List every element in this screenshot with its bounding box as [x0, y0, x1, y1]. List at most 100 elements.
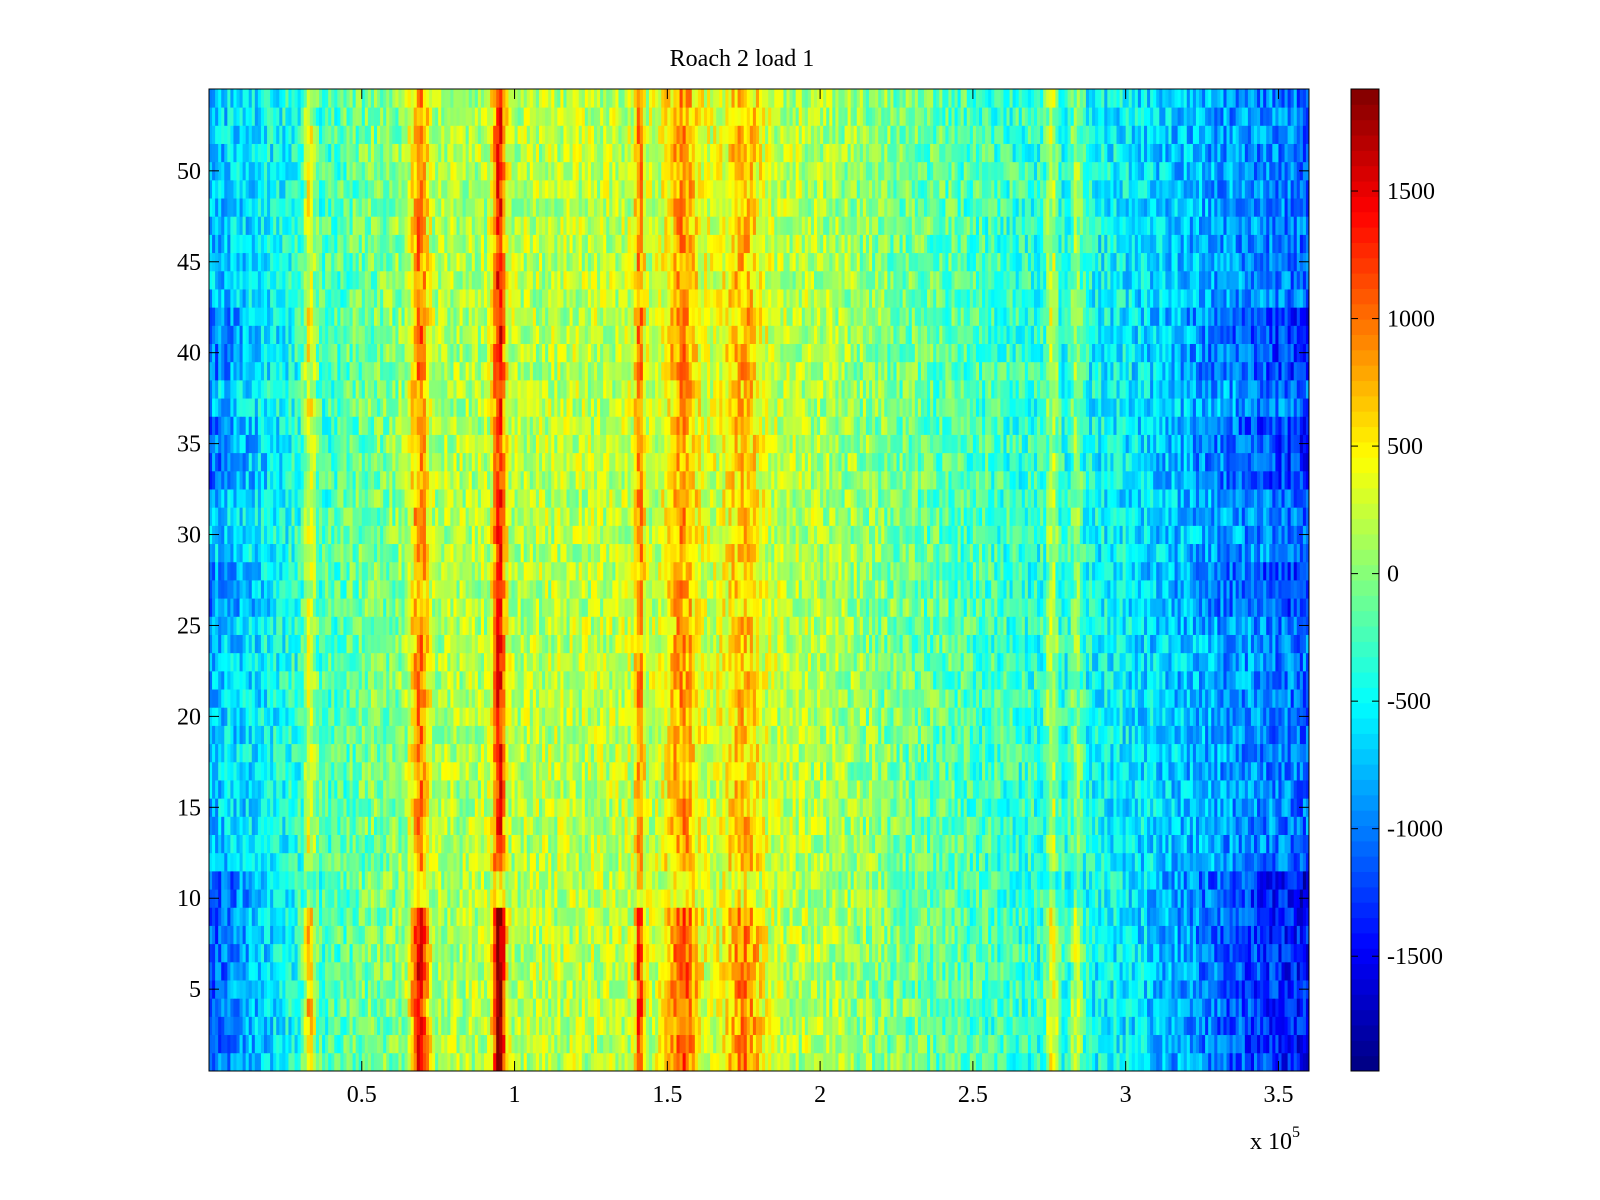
heatmap-cell: [716, 998, 720, 1017]
heatmap-cell: [847, 816, 852, 835]
heatmap-cell: [627, 852, 632, 872]
heatmap-cell: [254, 852, 259, 872]
heatmap-cell: [1061, 816, 1065, 835]
heatmap-cell: [768, 998, 772, 1017]
heatmap-cell: [447, 889, 451, 908]
heatmap-cell: [997, 852, 1001, 872]
heatmap-cell: [1183, 907, 1188, 926]
heatmap-cell: [215, 943, 219, 963]
heatmap-cell: [890, 889, 894, 908]
heatmap-cell: [499, 907, 503, 926]
heatmap-cell: [1266, 943, 1270, 963]
heatmap-cell: [215, 961, 219, 981]
heatmap-cell: [432, 943, 436, 963]
heatmap-cell: [1156, 1052, 1160, 1072]
heatmap-cell: [447, 870, 451, 890]
heatmap-cell: [817, 943, 821, 963]
heatmap-cell: [862, 834, 867, 854]
heatmap-cell: [661, 980, 665, 999]
heatmap-cell: [1058, 889, 1062, 908]
heatmap-cell: [624, 925, 629, 945]
heatmap-cell: [484, 961, 488, 981]
heatmap-cell: [1076, 998, 1081, 1017]
heatmap-cell: [899, 1052, 904, 1072]
heatmap-cell: [658, 925, 662, 945]
heatmap-cell: [676, 961, 680, 981]
heatmap-cell: [1284, 998, 1289, 1017]
heatmap-cell: [1171, 925, 1175, 945]
heatmap-cell: [520, 1016, 525, 1036]
heatmap-cell: [1214, 834, 1218, 854]
heatmap-cell: [331, 907, 335, 926]
heatmap-cell: [322, 852, 326, 872]
heatmap-cell: [1208, 1016, 1212, 1036]
heatmap-cell: [545, 889, 549, 908]
heatmap-cell: [600, 1016, 604, 1036]
heatmap-cell: [664, 961, 668, 981]
heatmap-cell: [520, 816, 525, 835]
heatmap-cell: [236, 961, 240, 981]
heatmap-cell: [459, 980, 464, 999]
heatmap-cell: [270, 943, 274, 963]
heatmap-cell: [505, 816, 509, 835]
heatmap-cell: [688, 834, 693, 854]
heatmap-cell: [1195, 907, 1200, 926]
heatmap-cell: [465, 1052, 470, 1072]
heatmap-cell: [545, 925, 549, 945]
heatmap-cell: [872, 980, 876, 999]
heatmap-cell: [951, 943, 955, 963]
heatmap-cell: [1232, 925, 1237, 945]
heatmap-cell: [1006, 834, 1010, 854]
heatmap-cell: [422, 889, 427, 908]
heatmap-cell: [694, 1016, 699, 1036]
heatmap-cell: [924, 961, 928, 981]
heatmap-cell: [587, 998, 592, 1017]
heatmap-cell: [1089, 980, 1093, 999]
heatmap-cell: [1134, 1052, 1139, 1072]
heatmap-cell: [707, 998, 711, 1017]
heatmap-cell: [1290, 980, 1295, 999]
heatmap-cell: [954, 961, 959, 981]
heatmap-cell: [386, 1034, 390, 1054]
heatmap-cell: [1250, 870, 1255, 890]
heatmap-cell: [389, 907, 393, 926]
heatmap-cell: [309, 852, 314, 872]
heatmap-cell: [1168, 907, 1172, 926]
heatmap-cell: [911, 980, 916, 999]
heatmap-cell: [358, 980, 363, 999]
heatmap-cell: [401, 943, 405, 963]
heatmap-cell: [673, 907, 677, 926]
heatmap-cell: [288, 852, 292, 872]
heatmap-cell: [300, 816, 305, 835]
heatmap-cell: [1082, 852, 1087, 872]
heatmap-cell: [477, 980, 482, 999]
heatmap-cell: [209, 907, 213, 926]
heatmap-cell: [658, 961, 662, 981]
heatmap-cell: [694, 889, 699, 908]
heatmap-cell: [560, 961, 564, 981]
heatmap-cell: [1202, 1052, 1206, 1072]
heatmap-cell: [1089, 870, 1093, 890]
heatmap-cell: [893, 870, 897, 890]
heatmap-cell: [1305, 1034, 1310, 1054]
heatmap-cell: [924, 834, 928, 854]
heatmap-cell: [682, 943, 687, 963]
heatmap-cell: [1214, 1052, 1218, 1072]
heatmap-cell: [334, 961, 338, 981]
heatmap-cell: [630, 980, 635, 999]
heatmap-cell: [523, 889, 528, 908]
heatmap-cell: [480, 816, 485, 835]
heatmap-cell: [810, 998, 815, 1017]
heatmap-cell: [590, 980, 595, 999]
heatmap-cell: [645, 925, 650, 945]
heatmap-cell: [425, 943, 430, 963]
heatmap-cell: [349, 816, 354, 835]
heatmap-cell: [1131, 1034, 1136, 1054]
heatmap-cell: [227, 1052, 231, 1072]
heatmap-cell: [642, 943, 647, 963]
heatmap-cell: [1159, 816, 1163, 835]
heatmap-cell: [869, 852, 873, 872]
heatmap-cell: [1027, 889, 1032, 908]
heatmap-cell: [957, 1016, 962, 1036]
heatmap-cell: [273, 889, 277, 908]
